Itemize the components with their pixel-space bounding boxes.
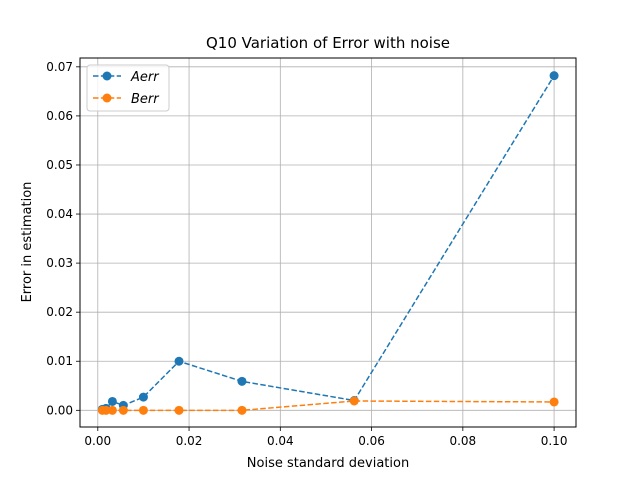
plot-area (80, 58, 576, 427)
y-tick-label: 0.03 (46, 256, 73, 270)
aerr-data-point (549, 71, 559, 81)
x-axis-label: Noise standard deviation (247, 456, 409, 471)
series-layer (97, 71, 559, 415)
y-axis-ticks: 0.00 0.01 0.02 0.03 0.04 0.05 0.06 0.07 (46, 60, 80, 417)
x-tick-label: 0.10 (541, 434, 568, 448)
legend-aerr-marker (102, 71, 112, 81)
plot-frame (79, 57, 577, 428)
y-tick-label: 0.06 (46, 109, 73, 123)
x-tick-label: 0.04 (267, 434, 294, 448)
berr-data-point (118, 405, 128, 415)
aerr-data-point (107, 396, 117, 406)
y-tick-label: 0.07 (46, 60, 73, 74)
legend-berr-label: Berr (131, 92, 160, 107)
y-tick-label: 0.01 (46, 354, 73, 368)
y-axis-label: Error in estimation (20, 182, 35, 303)
aerr-series-line (102, 75, 555, 411)
chart-title: Q10 Variation of Error with noise (206, 34, 450, 52)
berr-data-point (549, 397, 559, 407)
berr-data-point (138, 405, 148, 415)
berr-data-point (107, 405, 117, 415)
y-tick-label: 0.04 (46, 207, 73, 221)
aerr-data-point (174, 356, 184, 366)
legend: Aerr Berr (86, 64, 170, 112)
x-axis-ticks: 0.00 0.02 0.04 0.06 0.08 0.10 (84, 427, 567, 448)
x-tick-label: 0.08 (449, 434, 476, 448)
berr-data-point (349, 396, 359, 406)
berr-data-point (174, 405, 184, 415)
berr-data-point (237, 405, 247, 415)
x-tick-label: 0.02 (176, 434, 203, 448)
aerr-data-point (138, 392, 148, 402)
legend-berr-marker (102, 93, 112, 103)
y-tick-label: 0.02 (46, 305, 73, 319)
x-tick-label: 0.00 (84, 434, 111, 448)
y-tick-label: 0.05 (46, 158, 73, 172)
y-tick-label: 0.00 (46, 403, 73, 417)
grid (80, 58, 576, 427)
berr-data-point (101, 405, 111, 415)
aerr-data-point (237, 376, 247, 386)
legend-aerr-label: Aerr (130, 70, 160, 85)
x-tick-label: 0.06 (358, 434, 385, 448)
